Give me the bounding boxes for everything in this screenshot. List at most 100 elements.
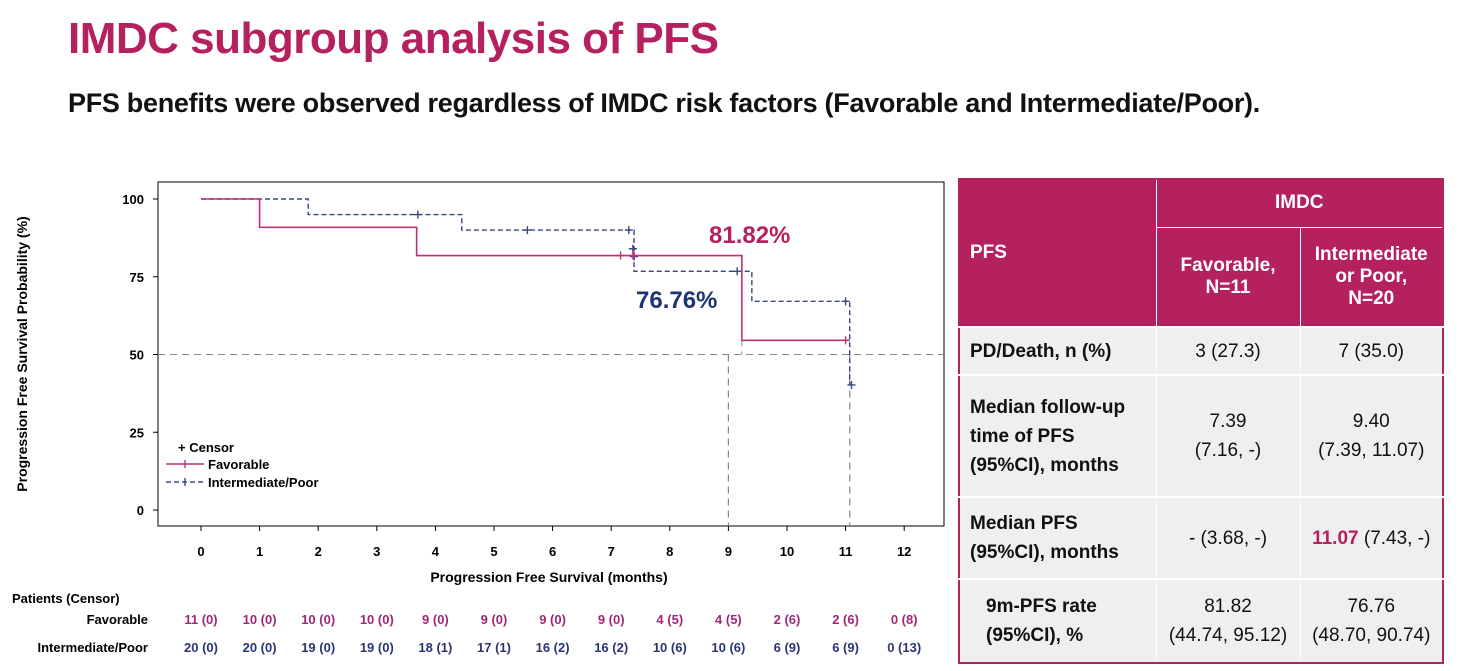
- y-tick-label: 0: [137, 503, 144, 518]
- table-row: PD/Death, n (%) 3 (27.3) 7 (35.0): [958, 326, 1443, 375]
- risk-value: 10 (0): [360, 612, 394, 627]
- x-tick-label: 8: [666, 544, 673, 559]
- censor-mark-intermediate: [628, 244, 637, 253]
- risk-value: 0 (8): [891, 612, 918, 627]
- x-tick-label: 11: [839, 544, 853, 559]
- x-tick-label: 3: [373, 544, 380, 559]
- x-tick-label: 10: [780, 544, 794, 559]
- col-fav-line2: N=11: [1205, 276, 1251, 298]
- table-corner-label: PFS: [958, 178, 1157, 328]
- row-label: Median follow-up time of PFS (95%CI), mo…: [958, 374, 1156, 497]
- risk-value: 2 (6): [774, 612, 801, 627]
- value-line: (48.70, 90.74): [1312, 625, 1431, 646]
- label-line: 9m-PFS rate: [986, 596, 1097, 617]
- legend-favorable-label: Favorable: [208, 457, 269, 472]
- censor-mark-intermediate: [624, 226, 633, 235]
- series-favorable-line: [201, 198, 850, 342]
- row-fav-value: 7.39 (7.16, -): [1155, 374, 1300, 497]
- censor-mark-favorable: [841, 336, 850, 345]
- page-title: IMDC subgroup analysis of PFS: [68, 14, 719, 63]
- risk-row-label: Intermediate/Poor: [37, 640, 148, 655]
- pfs-summary-table: PFS IMDC Favorable, N=11 Intermediate or…: [958, 178, 1444, 664]
- label-line: Median follow-up: [970, 396, 1126, 418]
- x-tick-label: 0: [197, 544, 204, 559]
- value-rest: (7.43, -): [1358, 527, 1431, 549]
- x-tick-label: 12: [897, 544, 911, 559]
- risk-value: 10 (0): [243, 612, 277, 627]
- censor-mark-favorable: [616, 251, 625, 260]
- y-tick-label: 75: [130, 270, 144, 285]
- risk-value: 19 (0): [360, 640, 394, 655]
- x-tick-label: 5: [490, 544, 497, 559]
- label-line: (95%CI), %: [986, 625, 1084, 646]
- censor-mark-intermediate: [733, 267, 742, 276]
- risk-row-label: Favorable: [87, 612, 148, 627]
- value-line: (44.74, 95.12): [1168, 625, 1288, 646]
- label-line: (95%CI), months: [970, 542, 1119, 563]
- col-int-line1: Intermediate: [1314, 243, 1428, 265]
- col-fav-line1: Favorable,: [1180, 254, 1276, 276]
- risk-value: 16 (2): [594, 640, 628, 655]
- value-line: 76.76: [1347, 596, 1396, 617]
- row-label: 9m-PFS rate (95%CI), %: [958, 578, 1156, 663]
- risk-value: 2 (6): [832, 612, 859, 627]
- risk-value: 10 (6): [711, 640, 745, 655]
- col-int-line3: N=20: [1348, 287, 1395, 309]
- value-line: 7.39: [1209, 411, 1247, 432]
- risk-value: 9 (0): [539, 612, 566, 627]
- censor-mark-intermediate: [847, 380, 856, 389]
- censor-mark-intermediate: [523, 226, 532, 235]
- value-line: 9.40: [1352, 411, 1390, 432]
- risk-table-header: Patients (Censor): [12, 591, 120, 606]
- risk-value: 17 (1): [477, 640, 511, 655]
- risk-value: 6 (9): [832, 640, 859, 655]
- row-label: Median PFS (95%CI), months: [958, 496, 1156, 579]
- value-line: 81.82: [1204, 596, 1252, 617]
- highlight-median-pfs: 11.07: [1312, 527, 1359, 549]
- risk-value: 10 (6): [653, 640, 687, 655]
- table-group-header: IMDC: [1155, 178, 1444, 228]
- risk-value: 20 (0): [184, 640, 218, 655]
- row-fav-value: 3 (27.3): [1155, 326, 1300, 375]
- risk-value: 6 (9): [774, 640, 801, 655]
- label-line: time of PFS: [970, 425, 1075, 447]
- censor-mark-favorable: [630, 251, 639, 260]
- x-tick-label: 6: [549, 544, 556, 559]
- table-col-intermediate: Intermediate or Poor, N=20: [1299, 226, 1444, 328]
- y-axis-title: Progression Free Survival Probability (%…: [14, 216, 30, 491]
- x-axis-title: Progression Free Survival (months): [430, 569, 667, 585]
- row-int-value: 7 (35.0): [1299, 326, 1443, 375]
- y-tick-label: 100: [122, 192, 144, 207]
- row-label: PD/Death, n (%): [958, 326, 1156, 375]
- risk-value: 18 (1): [418, 640, 452, 655]
- risk-value: 4 (5): [656, 612, 683, 627]
- row-int-value: 9.40 (7.39, 11.07): [1299, 374, 1443, 497]
- risk-value: 9 (0): [598, 612, 625, 627]
- y-tick-label: 50: [130, 348, 144, 363]
- table-row: 9m-PFS rate (95%CI), % 81.82 (44.74, 95.…: [958, 578, 1443, 663]
- x-tick-label: 7: [608, 544, 615, 559]
- risk-value: 16 (2): [536, 640, 570, 655]
- legend-intermediate-label: Intermediate/Poor: [208, 475, 319, 490]
- annotation-favorable: 81.82%: [709, 222, 790, 249]
- series-intermediate-line: [201, 198, 851, 385]
- label-line: (95%CI), months: [970, 454, 1119, 476]
- page-subtitle: PFS benefits were observed regardless of…: [68, 88, 1260, 118]
- row-int-value: 11.07 (7.43, -): [1299, 496, 1443, 579]
- table-col-favorable: Favorable, N=11: [1155, 226, 1301, 328]
- annotation-intermediate: 76.76%: [636, 287, 717, 314]
- risk-value: 10 (0): [301, 612, 335, 627]
- value-line: (7.16, -): [1194, 440, 1262, 461]
- row-fav-value: 81.82 (44.74, 95.12): [1155, 578, 1300, 663]
- legend-censor: + Censor: [178, 440, 234, 455]
- value-line: (7.39, 11.07): [1318, 440, 1425, 461]
- risk-value: 20 (0): [243, 640, 277, 655]
- table-row: Median follow-up time of PFS (95%CI), mo…: [958, 374, 1443, 497]
- risk-value: 4 (5): [715, 612, 742, 627]
- risk-value: 11 (0): [184, 612, 217, 627]
- risk-value: 9 (0): [481, 612, 508, 627]
- col-int-line2: or Poor,: [1335, 265, 1408, 287]
- x-tick-label: 1: [256, 544, 263, 559]
- row-int-value: 76.76 (48.70, 90.74): [1299, 578, 1443, 663]
- censor-mark-intermediate: [841, 297, 850, 306]
